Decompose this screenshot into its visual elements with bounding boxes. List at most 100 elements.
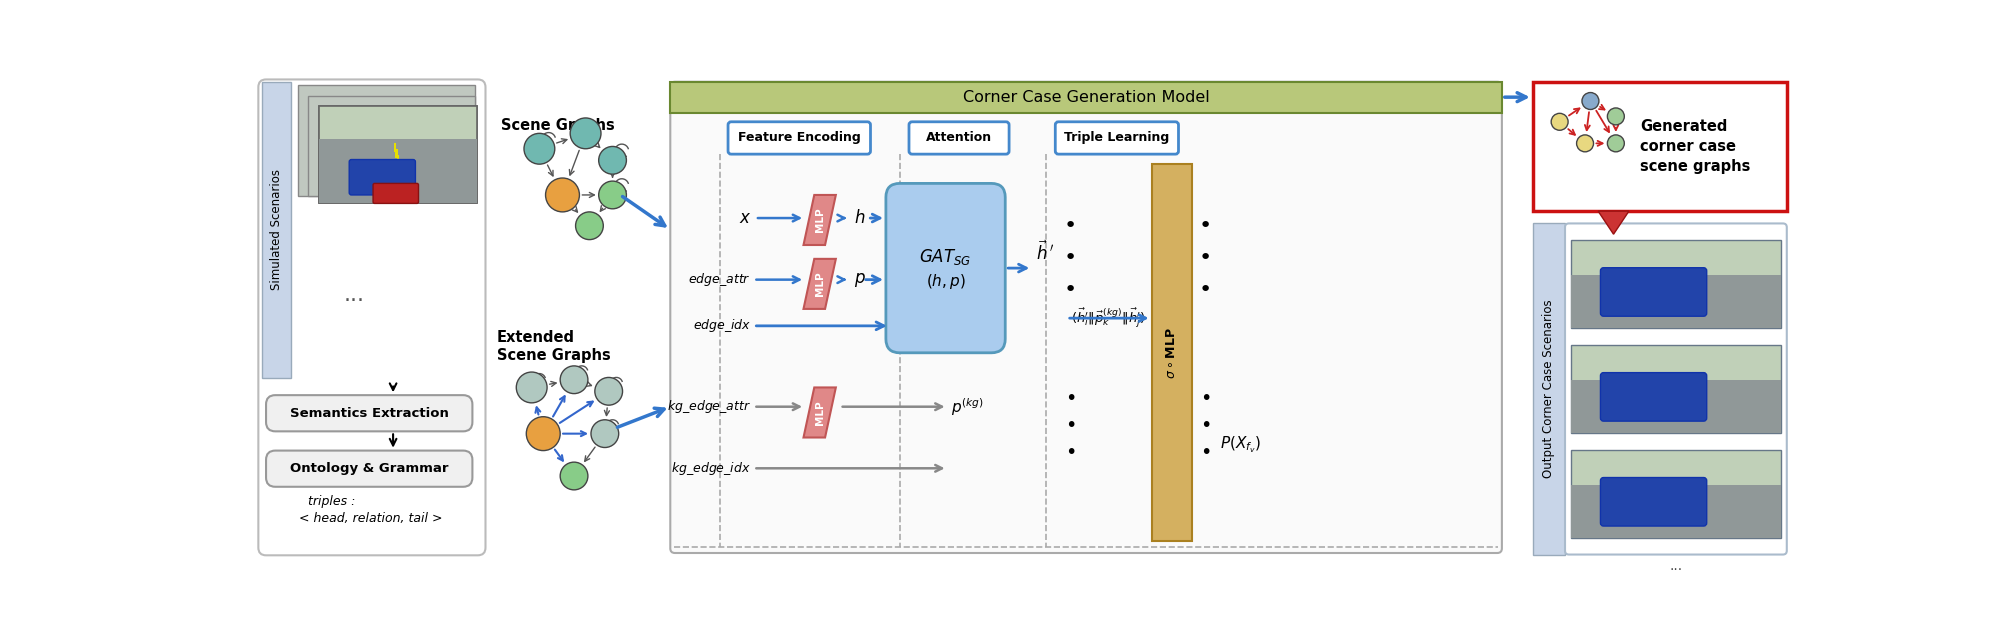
Bar <box>395 149 397 158</box>
Text: •: • <box>1064 280 1078 301</box>
Text: •: • <box>1200 280 1212 301</box>
Polygon shape <box>804 387 836 437</box>
Text: $h$: $h$ <box>854 209 864 227</box>
Text: Scene Graphs: Scene Graphs <box>501 118 615 133</box>
Circle shape <box>527 416 561 450</box>
FancyBboxPatch shape <box>886 183 1006 353</box>
Polygon shape <box>1599 211 1629 234</box>
Circle shape <box>599 146 627 174</box>
Bar <box>397 155 399 164</box>
FancyBboxPatch shape <box>257 79 485 555</box>
Text: ...: ... <box>343 285 365 305</box>
Bar <box>393 142 395 152</box>
Bar <box>399 161 401 170</box>
Circle shape <box>571 118 601 149</box>
Circle shape <box>545 178 579 212</box>
Text: $edge\_idx$: $edge\_idx$ <box>693 318 750 335</box>
Text: $edge\_attr$: $edge\_attr$ <box>689 271 750 288</box>
Text: $p$: $p$ <box>854 271 866 289</box>
Bar <box>1571 380 1780 433</box>
Text: MLP: MLP <box>814 208 824 232</box>
Text: $(\vec{h}_{i}^{\prime}\|\vec{p}_{k}^{(kg)}\|\vec{h}_{j}^{\prime})$: $(\vec{h}_{i}^{\prime}\|\vec{p}_{k}^{(kg… <box>1070 306 1146 330</box>
Text: ...: ... <box>1669 559 1683 573</box>
Text: $GAT_{SG}$: $GAT_{SG}$ <box>920 246 972 266</box>
Bar <box>1571 345 1780 433</box>
Text: Feature Encoding: Feature Encoding <box>739 132 860 144</box>
Text: < head, relation, tail >: < head, relation, tail > <box>299 512 443 525</box>
FancyBboxPatch shape <box>1601 372 1707 421</box>
FancyBboxPatch shape <box>1601 268 1707 316</box>
Circle shape <box>517 372 547 403</box>
Text: •: • <box>1066 389 1076 408</box>
Text: Corner Case Generation Model: Corner Case Generation Model <box>962 89 1210 105</box>
Text: •: • <box>1064 248 1078 268</box>
FancyBboxPatch shape <box>265 395 473 432</box>
Text: MLP: MLP <box>814 272 824 296</box>
Bar <box>309 96 475 197</box>
Bar <box>1571 275 1780 328</box>
Bar <box>1571 450 1780 538</box>
Text: •: • <box>1064 215 1078 236</box>
Text: $P(X_{f_v})$: $P(X_{f_v})$ <box>1220 435 1261 455</box>
Circle shape <box>1607 108 1625 125</box>
FancyBboxPatch shape <box>373 183 419 203</box>
Circle shape <box>561 366 589 394</box>
Bar <box>1152 164 1192 541</box>
Bar <box>1571 485 1780 538</box>
Text: $kg\_edge\_idx$: $kg\_edge\_idx$ <box>671 460 750 477</box>
Text: $\vec{h}\,'$: $\vec{h}\,'$ <box>1036 241 1054 265</box>
Text: triples :: triples : <box>309 495 355 508</box>
Circle shape <box>591 420 619 447</box>
FancyBboxPatch shape <box>908 122 1010 154</box>
Text: •: • <box>1200 389 1212 408</box>
Circle shape <box>525 134 555 164</box>
Polygon shape <box>804 195 836 245</box>
Text: •: • <box>1200 248 1212 268</box>
Text: •: • <box>1200 215 1212 236</box>
Text: •: • <box>1066 444 1076 462</box>
Bar <box>319 106 477 203</box>
Text: Output Corner Case Scenarios: Output Corner Case Scenarios <box>1543 300 1555 478</box>
Bar <box>319 106 475 197</box>
Circle shape <box>1583 93 1599 110</box>
Text: •: • <box>1066 416 1076 435</box>
Circle shape <box>1577 135 1593 152</box>
Bar <box>297 85 475 197</box>
Text: $x$: $x$ <box>739 209 750 227</box>
Bar <box>1533 224 1565 554</box>
Circle shape <box>595 377 623 405</box>
Text: Triple Learning: Triple Learning <box>1064 132 1170 144</box>
FancyBboxPatch shape <box>1601 478 1707 526</box>
Text: MLP: MLP <box>814 400 824 425</box>
Circle shape <box>1607 135 1625 152</box>
Circle shape <box>599 181 627 209</box>
FancyBboxPatch shape <box>265 450 473 487</box>
Polygon shape <box>804 259 836 309</box>
Text: Semantics Extraction: Semantics Extraction <box>289 407 449 420</box>
Circle shape <box>561 462 589 490</box>
Bar <box>1571 240 1780 328</box>
FancyBboxPatch shape <box>1565 224 1786 554</box>
Text: •: • <box>1200 444 1212 462</box>
Text: Generated
corner case
scene graphs: Generated corner case scene graphs <box>1641 119 1750 174</box>
Text: Ontology & Grammar: Ontology & Grammar <box>289 462 449 475</box>
FancyBboxPatch shape <box>349 159 415 195</box>
Bar <box>671 82 1501 113</box>
Text: $p^{(kg)}$: $p^{(kg)}$ <box>952 396 984 418</box>
Text: $(h,p)$: $(h,p)$ <box>926 272 966 292</box>
Text: $kg\_edge\_attr$: $kg\_edge\_attr$ <box>667 398 750 415</box>
Bar <box>261 82 291 378</box>
Circle shape <box>575 212 603 239</box>
Text: Simulated Scenarios: Simulated Scenarios <box>269 169 283 290</box>
Text: •: • <box>1200 416 1212 435</box>
Text: $\sigma \circ$MLP: $\sigma \circ$MLP <box>1166 327 1178 379</box>
FancyBboxPatch shape <box>729 122 870 154</box>
Bar <box>1533 82 1786 211</box>
Bar <box>319 139 477 203</box>
Circle shape <box>1551 113 1569 130</box>
FancyBboxPatch shape <box>1056 122 1178 154</box>
Text: Extended
Scene Graphs: Extended Scene Graphs <box>497 329 611 364</box>
Text: Attention: Attention <box>926 132 992 144</box>
Bar <box>319 106 477 203</box>
FancyBboxPatch shape <box>671 82 1501 553</box>
